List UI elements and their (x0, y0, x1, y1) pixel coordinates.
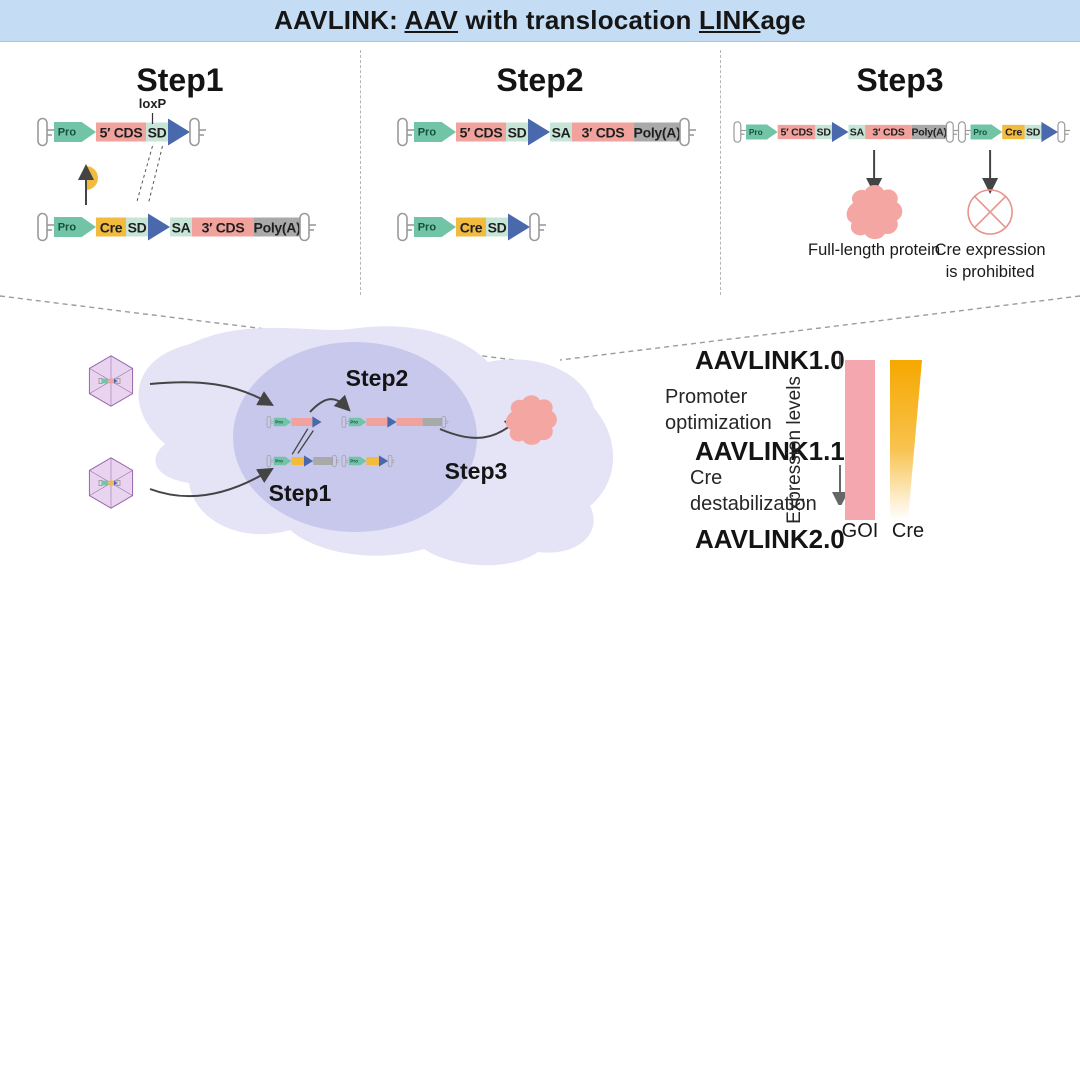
svg-text:SA: SA (172, 220, 191, 236)
svg-text:SD: SD (488, 220, 507, 236)
svg-text:3′ CDS: 3′ CDS (582, 125, 625, 141)
svg-text:Cre: Cre (1005, 126, 1022, 138)
svg-text:5′ CDS: 5′ CDS (460, 125, 503, 141)
svg-text:Cre: Cre (460, 220, 483, 236)
svg-text:Step3: Step3 (445, 458, 508, 484)
svg-text:Poly(A): Poly(A) (911, 126, 946, 138)
svg-text:5′ CDS: 5′ CDS (780, 126, 812, 138)
svg-text:Full-length protein: Full-length protein (808, 241, 940, 259)
svg-text:Pro: Pro (275, 420, 283, 425)
svg-text:Cre: Cre (100, 220, 123, 236)
svg-text:SD: SD (148, 125, 167, 141)
svg-text:Pro: Pro (58, 127, 77, 139)
svg-text:Pro: Pro (973, 128, 987, 137)
svg-text:Pro: Pro (418, 127, 437, 139)
svg-text:Poly(A): Poly(A) (634, 125, 681, 141)
svg-text:Pro: Pro (275, 459, 283, 464)
svg-text:Step1: Step1 (269, 480, 332, 506)
svg-text:Pro: Pro (350, 459, 358, 464)
svg-text:5′ CDS: 5′ CDS (100, 125, 143, 141)
svg-text:SD: SD (128, 220, 147, 236)
svg-text:SD: SD (817, 126, 832, 138)
svg-text:is prohibited: is prohibited (946, 263, 1035, 281)
svg-text:SD: SD (508, 125, 527, 141)
svg-text:Poly(A): Poly(A) (254, 220, 301, 236)
svg-text:loxP: loxP (139, 96, 167, 111)
svg-text:SA: SA (850, 126, 865, 138)
svg-text:SA: SA (552, 125, 571, 141)
svg-text:3′ CDS: 3′ CDS (872, 126, 904, 138)
svg-text:SD: SD (1026, 126, 1041, 138)
svg-text:Cre expression: Cre expression (935, 241, 1046, 259)
svg-text:Pro: Pro (749, 128, 763, 137)
svg-text:3′ CDS: 3′ CDS (202, 220, 245, 236)
svg-text:Pro: Pro (418, 222, 437, 234)
svg-text:Pro: Pro (58, 222, 77, 234)
svg-text:Pro: Pro (350, 420, 358, 425)
